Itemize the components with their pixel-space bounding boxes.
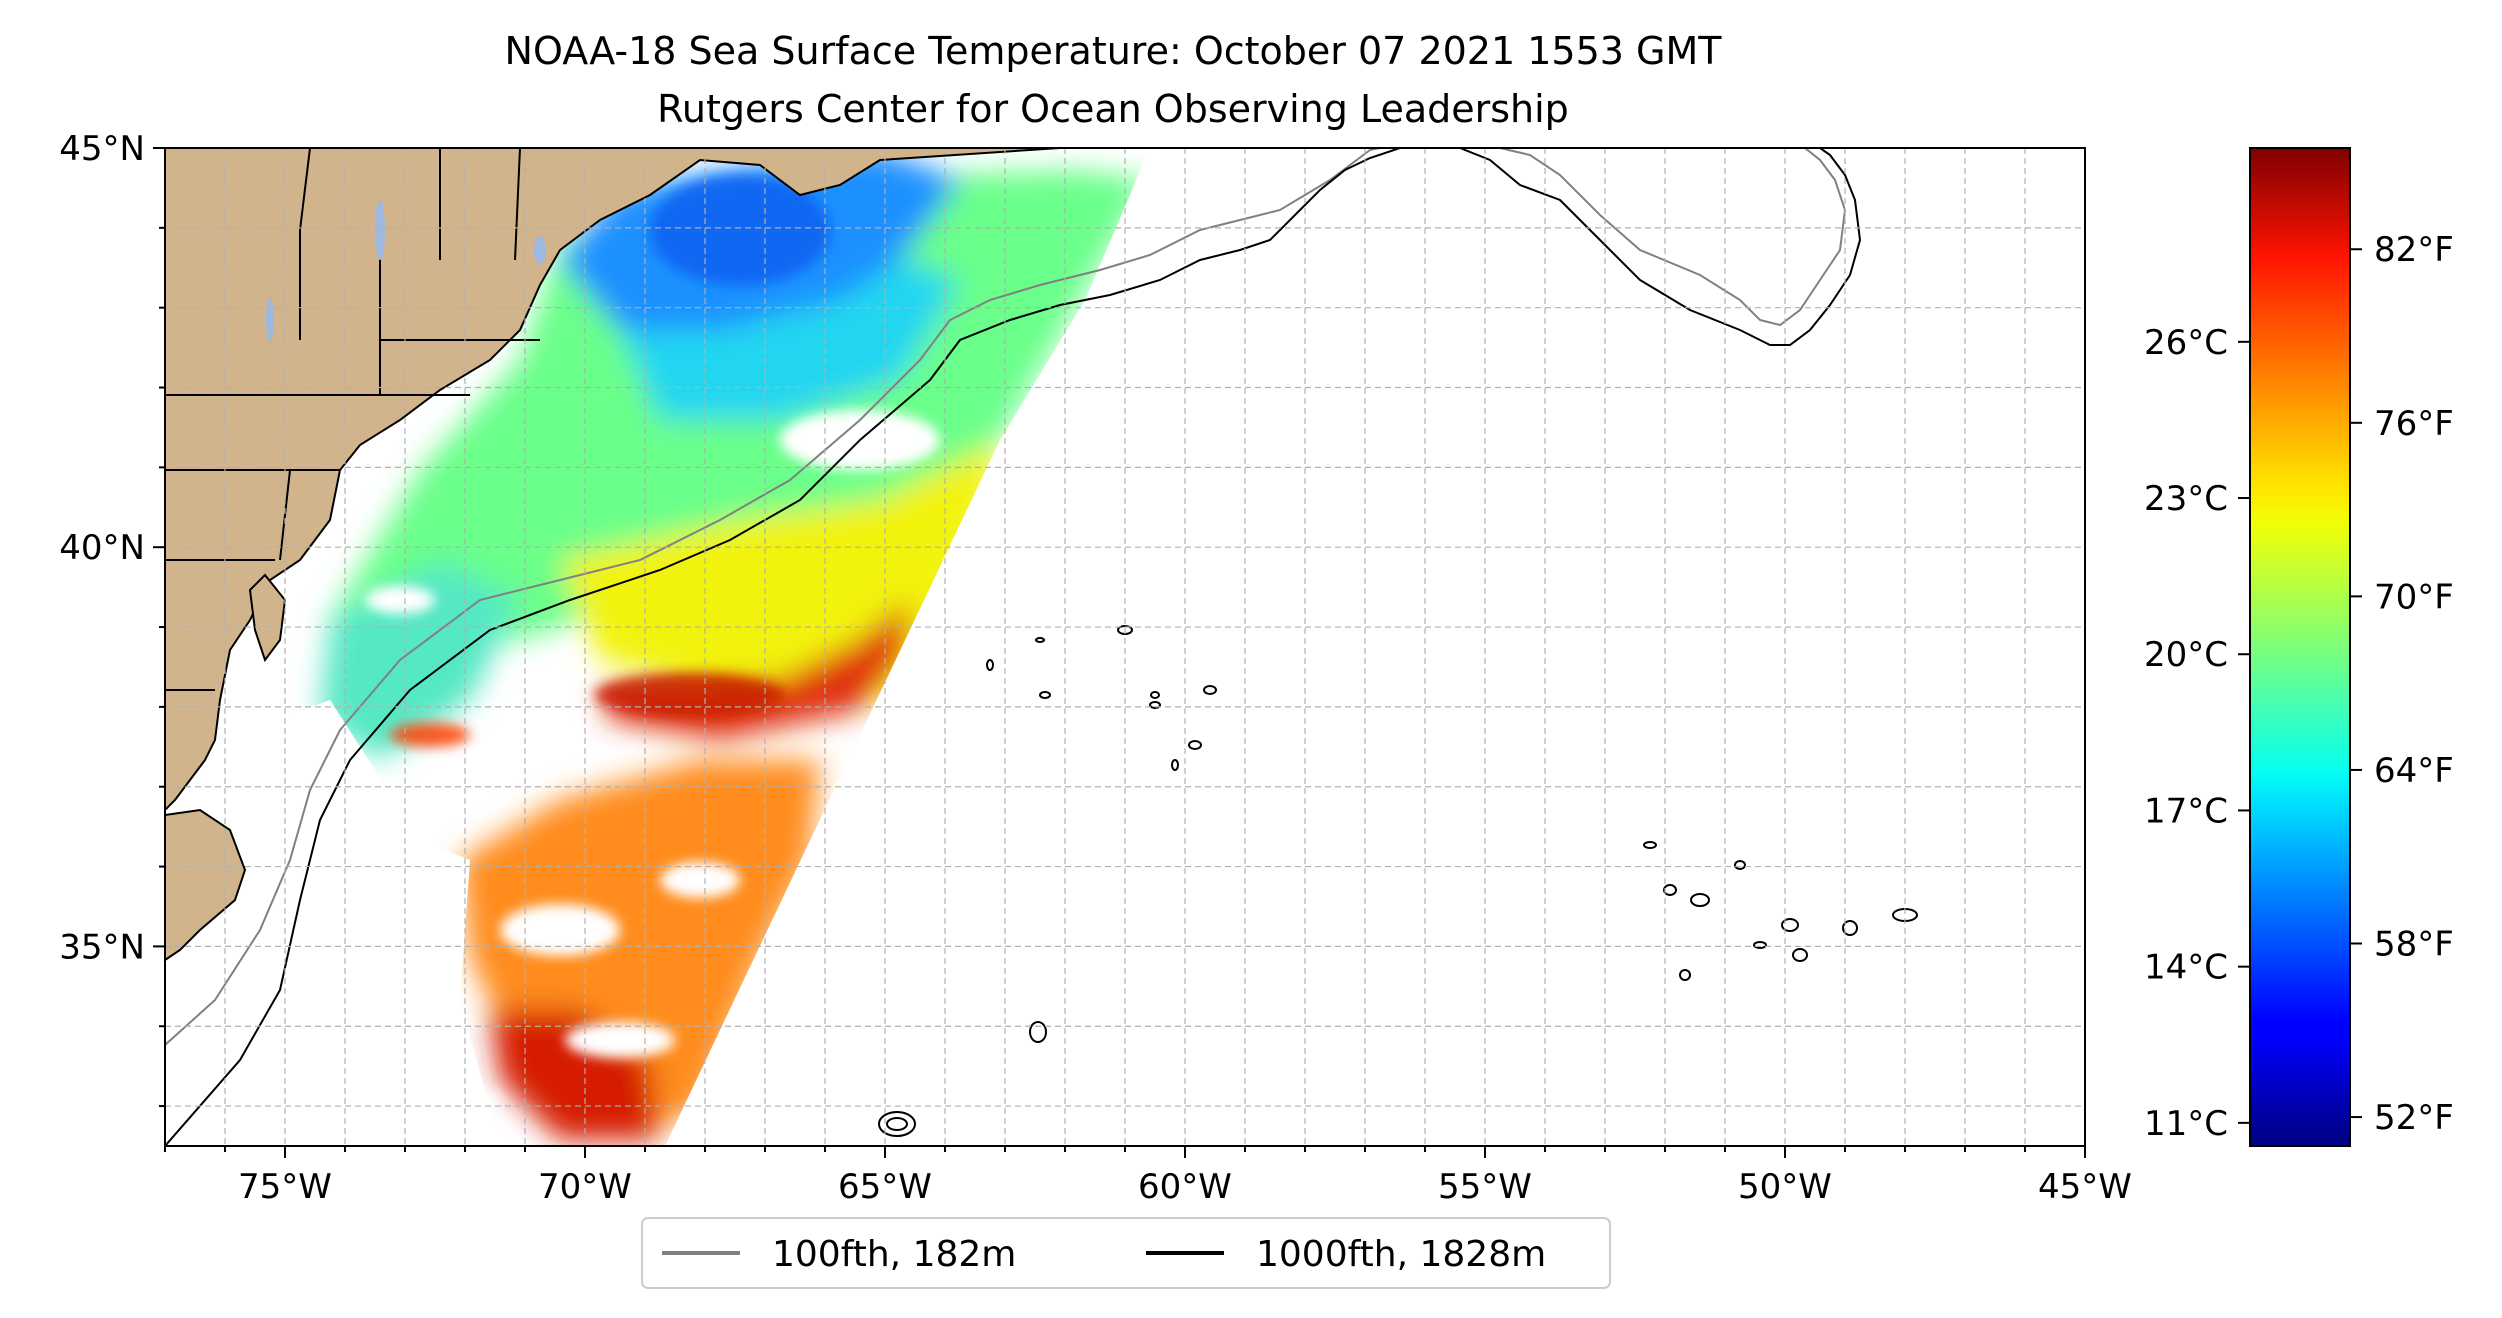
swath-edge-mask <box>665 148 2085 1146</box>
colorbar-f-label: 52°F <box>2374 1098 2454 1138</box>
y-tick-label: 45°N <box>59 129 145 169</box>
map-panel <box>165 148 2085 1146</box>
colorbar-fahrenheit-axis: 52°F 58°F 64°F 70°F 76°F 82°F <box>2350 230 2454 1138</box>
isobath-100fth <box>165 148 1847 1046</box>
swath-coastal-mix <box>320 560 520 760</box>
land-delmarva <box>248 573 287 663</box>
chart-title-line1: NOAA-18 Sea Surface Temperature: October… <box>505 29 1723 73</box>
x-tick-label: 75°W <box>238 1167 332 1207</box>
land-north-america <box>165 148 1061 812</box>
chart-title-line2: Rutgers Center for Ocean Observing Leade… <box>657 87 1569 131</box>
land-carolinas <box>165 808 247 962</box>
x-tick-label: 55°W <box>1438 1167 1532 1207</box>
colorbar-c-label: 14°C <box>2144 948 2228 988</box>
colorbar-c-label: 11°C <box>2144 1104 2228 1144</box>
isobath-1000fth <box>165 148 1862 1146</box>
colorbar-c-label: 26°C <box>2144 323 2228 363</box>
colorbar-c-label: 20°C <box>2144 635 2228 675</box>
gridlines <box>165 148 2085 1146</box>
sst-swath <box>165 148 2085 1146</box>
swath-warm-eddy <box>390 723 470 747</box>
colorbar-celsius-axis: 11°C 14°C 17°C 20°C 23°C 26°C <box>2144 323 2250 1144</box>
x-tick-label: 60°W <box>1138 1167 1232 1207</box>
lakes <box>266 200 546 342</box>
legend: 100fth, 182m 1000fth, 1828m <box>641 1217 1611 1289</box>
x-axis: 75°W 70°W 65°W 60°W 55°W 50°W 45°W <box>164 1146 2132 1207</box>
x-tick-label: 45°W <box>2038 1167 2132 1207</box>
colorbar-gradient <box>2249 147 2351 1147</box>
legend-label-100fth: 100fth, 182m <box>772 1234 1016 1275</box>
colorbar-c-label: 23°C <box>2144 479 2228 519</box>
colorbar: 11°C 14°C 17°C 20°C 23°C 26°C 52°F 58°F 64°F 70°… <box>2144 147 2454 1147</box>
swath-cold-core <box>650 175 830 285</box>
swath-warm-streamer <box>595 673 785 717</box>
legend-label-1000fth: 1000fth, 1828m <box>1256 1234 1546 1275</box>
seamounts <box>878 625 1918 1137</box>
x-tick-label: 50°W <box>1738 1167 1832 1207</box>
x-tick-label: 70°W <box>538 1167 632 1207</box>
colorbar-f-label: 76°F <box>2374 404 2454 444</box>
land <box>165 148 1061 962</box>
colorbar-f-label: 70°F <box>2374 577 2454 617</box>
colorbar-f-label: 82°F <box>2374 230 2454 270</box>
colorbar-f-label: 64°F <box>2374 751 2454 791</box>
x-tick-label: 65°W <box>838 1167 932 1207</box>
y-tick-label: 35°N <box>59 927 145 967</box>
y-tick-label: 40°N <box>59 528 145 568</box>
y-axis: 45°N 40°N 35°N <box>59 129 165 1108</box>
colorbar-f-label: 58°F <box>2374 925 2454 965</box>
legend-box <box>641 1217 1611 1289</box>
swath-edge-mask-south <box>165 700 500 1146</box>
colorbar-c-label: 17°C <box>2144 791 2228 831</box>
cloud-mask <box>365 410 940 1110</box>
